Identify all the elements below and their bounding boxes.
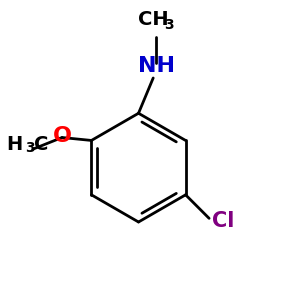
Text: C: C — [34, 135, 49, 154]
Text: O: O — [52, 126, 71, 146]
Text: Cl: Cl — [212, 211, 234, 231]
Text: 3: 3 — [165, 18, 174, 32]
Text: 3: 3 — [25, 141, 35, 155]
Text: NH: NH — [138, 56, 175, 76]
Text: H: H — [6, 135, 22, 154]
Text: CH: CH — [138, 11, 169, 29]
